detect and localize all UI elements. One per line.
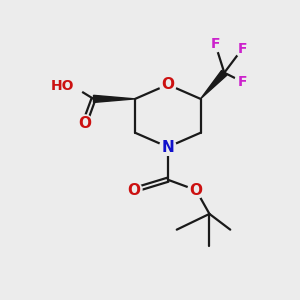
Text: O: O: [78, 116, 91, 131]
Circle shape: [125, 182, 142, 198]
Text: F: F: [237, 42, 247, 56]
Polygon shape: [94, 95, 135, 102]
Circle shape: [188, 182, 204, 198]
Circle shape: [160, 76, 176, 93]
Text: F: F: [211, 38, 220, 52]
Circle shape: [235, 74, 250, 89]
Circle shape: [235, 41, 250, 56]
Circle shape: [62, 76, 83, 97]
Circle shape: [208, 37, 223, 52]
Text: F: F: [237, 75, 247, 88]
Text: O: O: [161, 77, 174, 92]
Text: O: O: [127, 183, 140, 198]
Text: O: O: [190, 183, 202, 198]
Text: HO: HO: [51, 79, 74, 93]
Circle shape: [160, 139, 176, 155]
Polygon shape: [200, 70, 227, 99]
Circle shape: [76, 115, 93, 132]
Text: N: N: [161, 140, 174, 154]
